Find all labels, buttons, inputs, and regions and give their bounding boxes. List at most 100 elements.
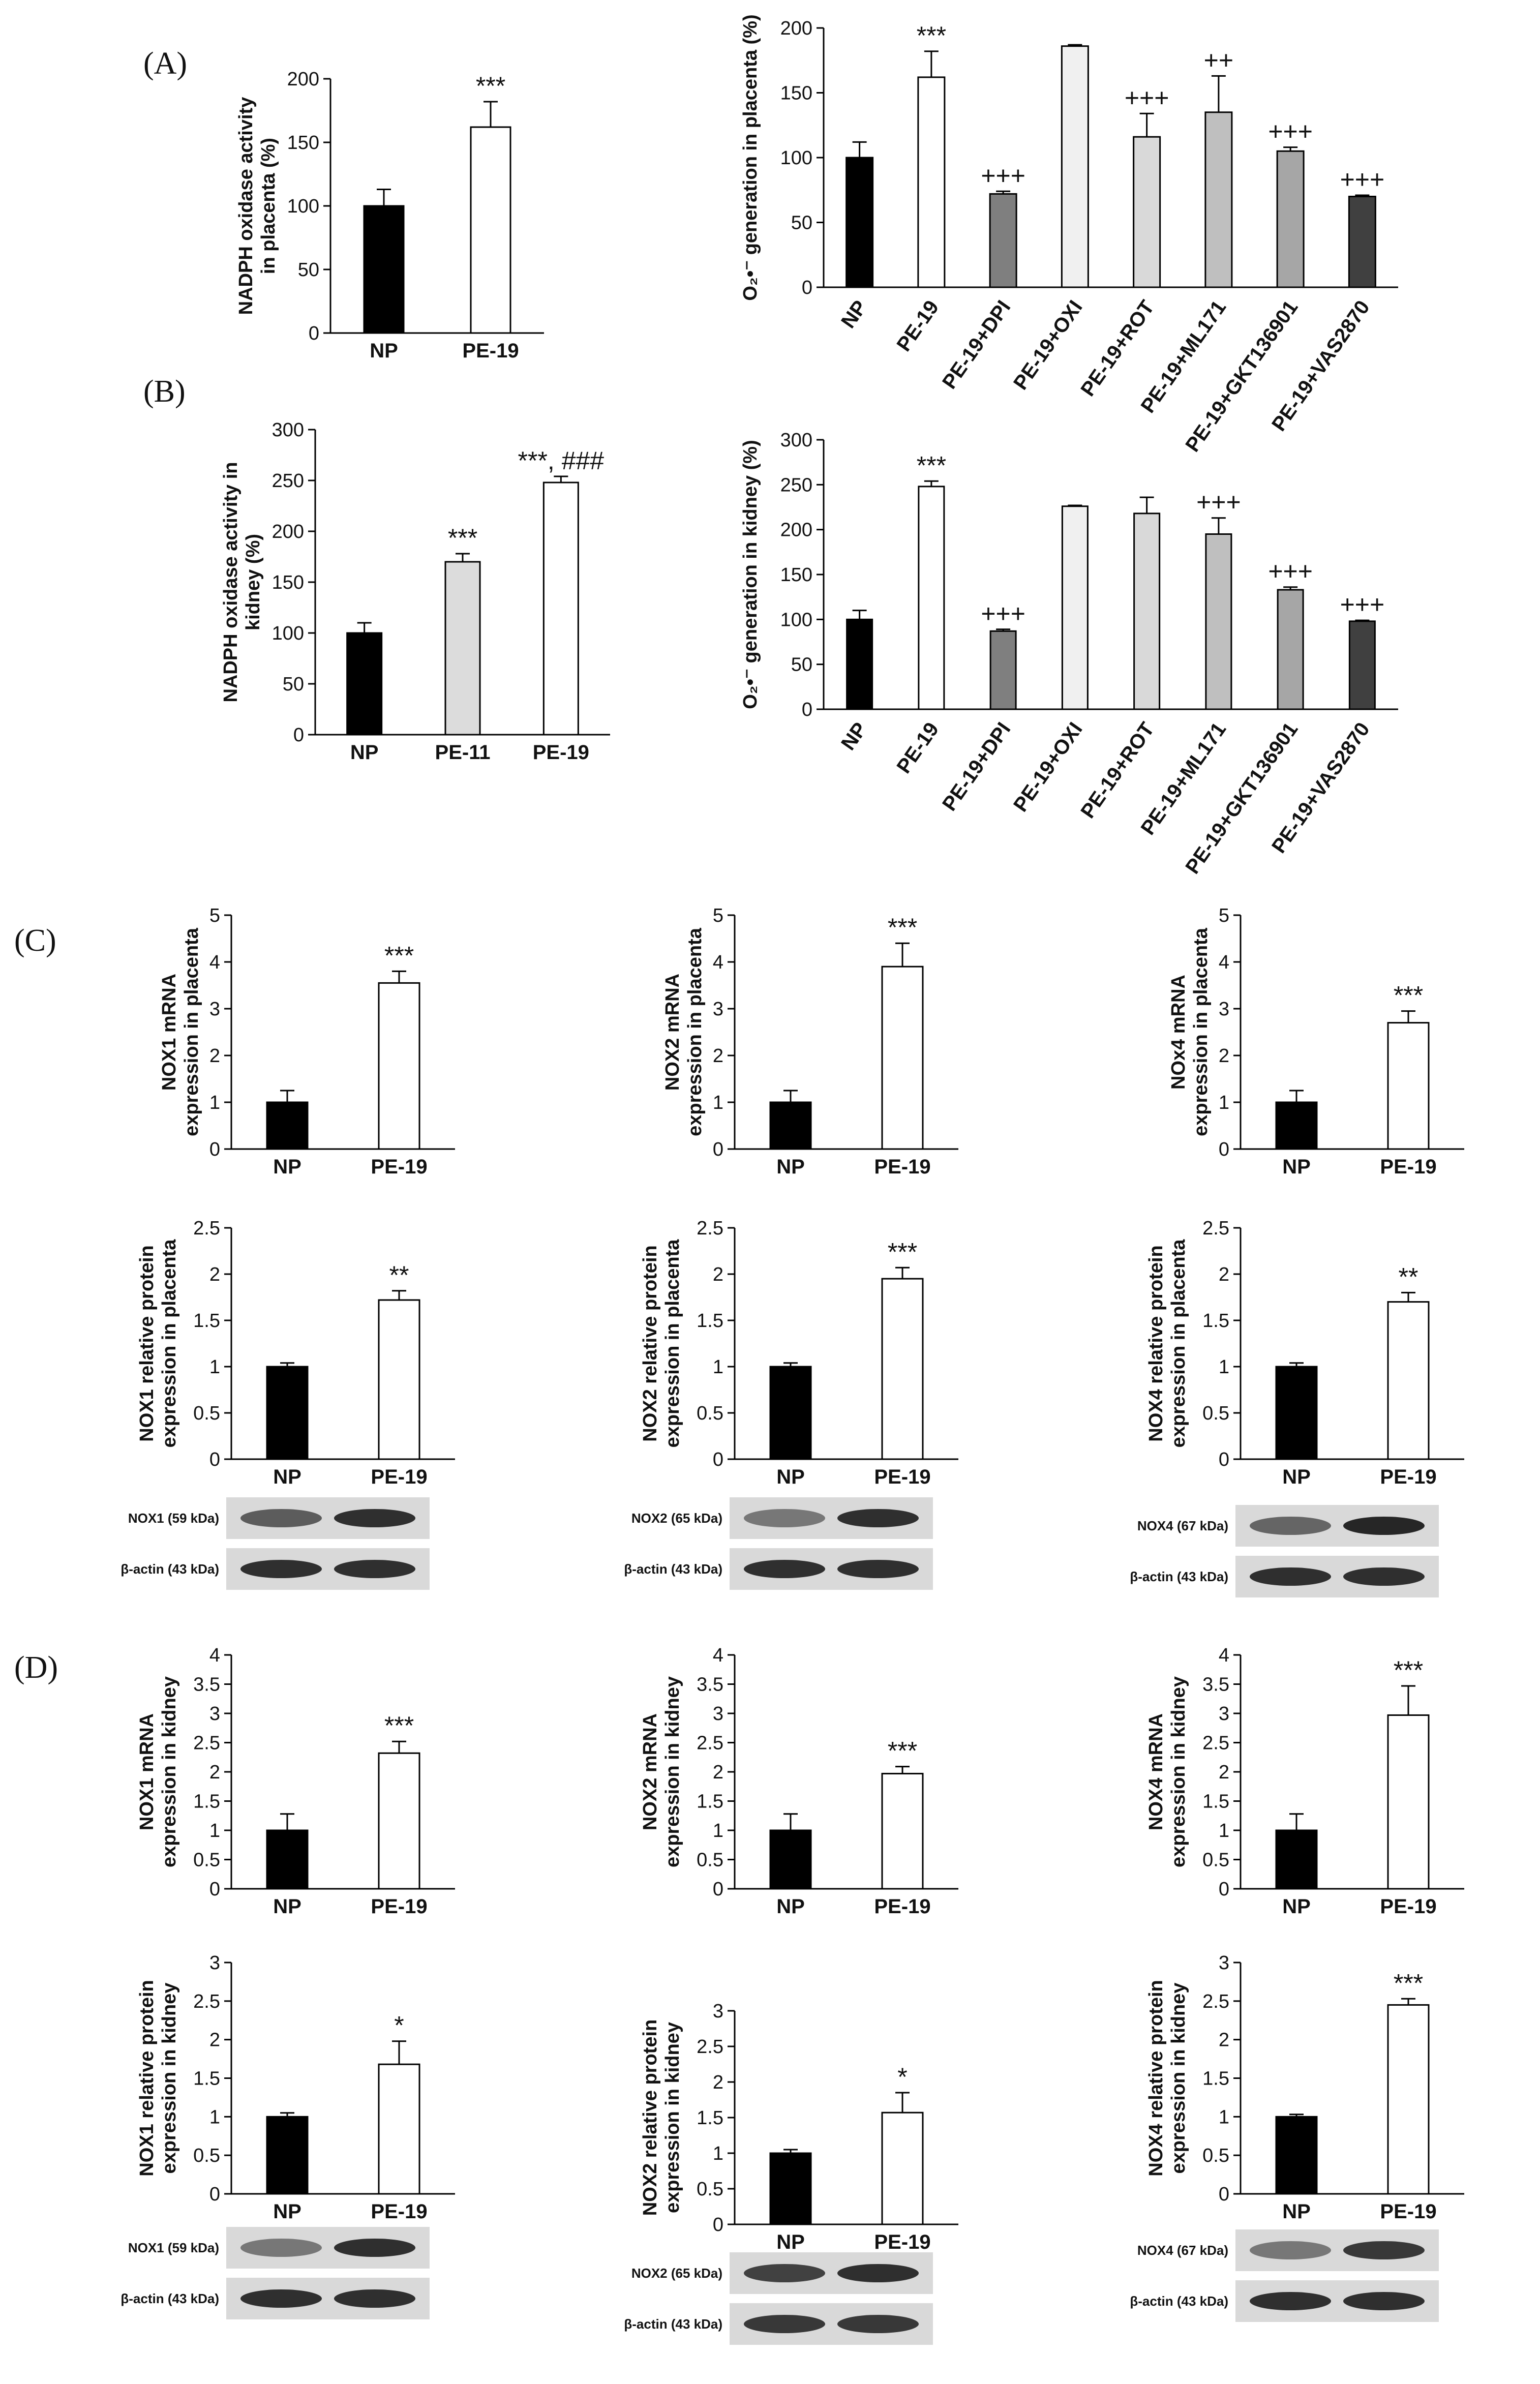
bar-pe-19 [378,1299,420,1460]
blot-band [240,1559,322,1579]
y-tick-label: 200 [780,18,812,39]
y-tick-label: 4 [1219,952,1229,973]
bar-np [266,2116,309,2195]
y-axis-label: NOX1 relative proteinexpression in place… [136,1239,180,1448]
y-tick-label: 5 [209,905,220,926]
y-tick-label: 200 [287,69,319,90]
y-tick-label: 50 [298,259,319,281]
y-tick-label: 0 [713,2214,723,2236]
y-tick-label: 150 [287,132,319,154]
category-label: NP [273,1466,301,1488]
blot-band [837,1508,919,1528]
bar-np [846,618,873,710]
chart-c6: 0 0.5 1 1.5 2 2.5 NOX4 relative proteinexpress… [1145,1218,1464,1488]
y-tick-label: 200 [272,521,304,542]
western-blot-c5: NOX2 (65 kDa) β-actin (43 kDa) [624,1497,933,1590]
y-axis-label-line: expression in placenta [181,927,202,1136]
bar-pe-19 [881,2111,924,2225]
y-tick-label: 0.5 [1202,2145,1229,2166]
blot-band [744,1559,825,1579]
y-tick-label: 0.5 [1202,1403,1229,1424]
significance-label: *** [1394,1969,1423,1997]
category-label: NP [776,1156,805,1178]
chart-c5: 0 0.5 1 1.5 2 2.5 NOX2 relative proteinexpress… [640,1218,958,1488]
category-label: PE-19 [892,718,943,777]
category-label: PE-19 [533,741,589,764]
bar-pe-19 [1387,1714,1430,1890]
category-label: NP [776,1895,805,1918]
bar-pe-19 [1387,1301,1430,1460]
y-axis-label: NOX2 relative proteinexpression in place… [640,1239,683,1448]
bar-pe-19 [881,965,924,1150]
significance-label: * [897,2063,907,2091]
y-tick-label: 0.5 [697,1850,723,1871]
y-tick-label: 1 [209,1356,220,1378]
y-tick-label: 2.5 [1202,1733,1229,1754]
bar-pe-19-vas2870 [1348,620,1376,710]
blot-band [334,1559,415,1579]
category-label: PE-19+OXI [1009,296,1087,394]
blot-band [334,2289,415,2308]
bar-pe-19 [917,76,946,288]
category-label: PE-19 [371,1466,427,1488]
y-axis-label-line: NOX4 relative protein [1145,1245,1167,1441]
y-tick-label: 3 [713,2001,723,2022]
y-axis-label-line: expression in placenta [662,1239,683,1448]
y-tick-label: 5 [1219,905,1229,926]
category-label: PE-19 [462,340,519,362]
blot-row-label: β-actin (43 kDa) [120,1561,219,1577]
significance-label: * [394,2011,404,2040]
blot-layer: NOX1 (59 kDa)β-actin (43 kDa)NOX2 (65 kD… [120,1497,1439,2345]
bar-np [266,1101,309,1150]
significance-label: +++ [981,161,1025,190]
y-tick-label: 3.5 [1202,1674,1229,1696]
y-tick-label: 1 [713,1092,723,1113]
chart-b2: 0 50 100 150 200 250 300 O₂•⁻ generation in kid… [740,430,1398,878]
y-axis-label-line: NOX2 relative protein [640,2019,661,2216]
category-label: NP [776,2231,805,2253]
chart-c3: 0 1 2 3 4 5 NOx4 mRNAexpression in placenta NP *… [1168,905,1464,1178]
y-tick-label: 2 [1219,1264,1229,1285]
blot-row-label: β-actin (43 kDa) [1130,2294,1228,2309]
y-tick-label: 0 [309,323,319,344]
y-tick-label: 300 [272,419,304,441]
y-tick-label: 0 [1219,2184,1229,2205]
bar-pe-19-vas2870 [1348,196,1376,288]
y-tick-label: 150 [780,83,812,104]
y-tick-label: 1.5 [1202,1310,1229,1332]
y-tick-label: 1.5 [193,1791,220,1813]
y-tick-label: 100 [780,147,812,169]
y-tick-label: 1 [1219,1820,1229,1842]
y-tick-label: 0 [713,1879,723,1900]
y-axis-label-line: NADPH oxidase activity in [220,462,241,702]
bar-pe-19 [378,982,420,1150]
blot-band [837,1559,919,1579]
blot-band [240,2238,322,2257]
y-tick-label: 0 [713,1139,723,1160]
chart-d3: 0 0.5 1 1.5 2 2.5 3 3.5 4 NOX4 mRNAexpression in … [1145,1645,1464,1918]
y-tick-label: 4 [209,1645,220,1666]
significance-label: *** [917,451,946,479]
category-label: NP [273,1895,301,1918]
blot-row-label: β-actin (43 kDa) [1130,1569,1228,1584]
blot-band [1250,2291,1331,2311]
y-tick-label: 2.5 [193,1733,220,1754]
blot-band [1250,1567,1331,1586]
y-axis-label-line: in placenta (%) [258,138,279,274]
y-axis-label-line: expression in kidney [1168,1983,1189,2174]
y-axis-label: NOX2 mRNAexpression in kidney [640,1676,683,1867]
y-tick-label: 1.5 [697,2107,723,2129]
significance-label: *** [476,72,505,100]
y-axis-label-line: NOX2 relative protein [640,1245,661,1441]
category-label: NP [837,296,871,333]
blot-band [837,2264,919,2283]
y-tick-label: 1 [713,1356,723,1378]
category-label: PE-19+ROT [1076,296,1159,401]
bar-np [363,205,405,334]
bar-np [266,1366,309,1460]
bar-pe-19 [918,486,945,710]
y-axis-label: NOX2 mRNAexpression in placenta [662,927,706,1136]
bar-pe-19 [881,1278,924,1460]
category-label: PE-19+DPI [938,718,1015,815]
y-tick-label: 1 [1219,1092,1229,1113]
